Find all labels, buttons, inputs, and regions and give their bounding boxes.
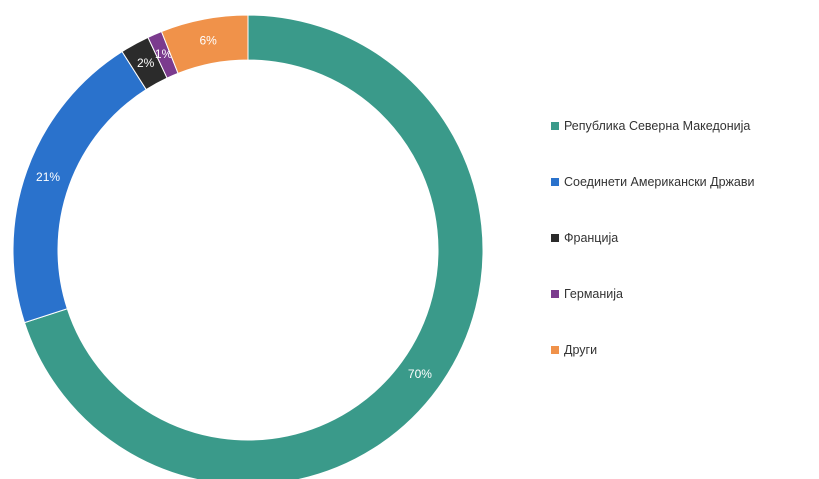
legend-swatch-4 — [551, 346, 559, 354]
legend-item-1: Соединети Американски Држави — [551, 172, 813, 192]
legend-swatch-3 — [551, 290, 559, 298]
legend-swatch-0 — [551, 122, 559, 130]
legend-swatch-2 — [551, 234, 559, 242]
legend: Република Северна Македонија Соединети Ам… — [551, 116, 813, 396]
legend-label-0: Република Северна Македонија — [564, 119, 751, 133]
legend-item-4: Други — [551, 340, 813, 360]
donut-slice-0 — [23, 14, 484, 479]
donut-chart: 70% 21% 2%1% 6% — [12, 14, 484, 479]
legend-item-2: Франција — [551, 228, 813, 248]
data-label-2: 2% — [137, 56, 155, 70]
legend-item-3: Германија — [551, 284, 813, 304]
legend-label-4: Други — [564, 343, 598, 357]
data-label-4: 6% — [200, 33, 218, 47]
legend-label-3: Германија — [564, 287, 623, 301]
data-label-1: 21% — [36, 170, 60, 184]
legend-label-1: Соединети Американски Држави — [564, 175, 755, 189]
donut-slice-1 — [12, 50, 147, 324]
data-label-0: 70% — [408, 367, 432, 381]
donut-slice-4 — [160, 14, 249, 74]
legend-label-2: Франција — [564, 231, 619, 245]
legend-swatch-1 — [551, 178, 559, 186]
data-label-3: 1% — [155, 47, 173, 61]
legend-item-0: Република Северна Македонија — [551, 116, 813, 136]
